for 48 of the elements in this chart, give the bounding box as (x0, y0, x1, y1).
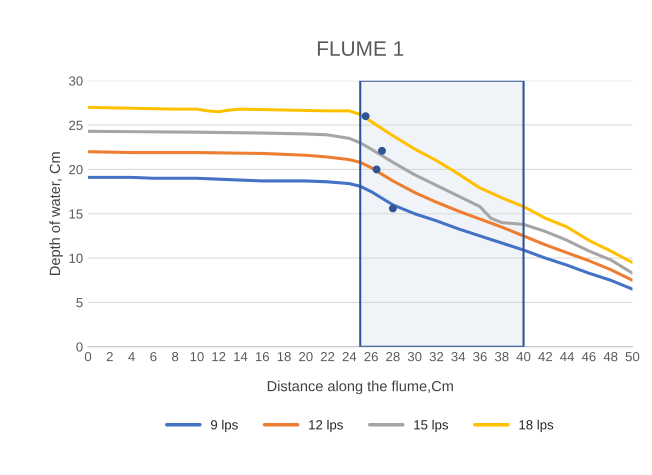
line-series (88, 150, 632, 282)
x-tick-label: 40 (516, 352, 530, 362)
x-tick-label: 36 (473, 352, 487, 362)
x-tick-label: 38 (494, 352, 509, 362)
x-tick-label: 22 (320, 352, 334, 362)
x-tick-label: 12 (212, 352, 226, 362)
x-tick-label: 6 (150, 352, 156, 362)
y-tick-label: 0 (76, 342, 83, 352)
legend-label: 12 lps (309, 420, 343, 432)
x-tick-label: 28 (386, 352, 400, 362)
x-axis-title: Distance along the flume,Cm (268, 380, 453, 394)
x-tick-label: 26 (364, 352, 378, 362)
point (362, 112, 370, 120)
point (388, 204, 397, 212)
x-tick-label: 24 (342, 352, 356, 362)
x-tick-label: 30 (408, 352, 422, 362)
x-tick-label: 10 (190, 352, 204, 362)
x-tick-label: 32 (430, 352, 444, 362)
x-tick-label: 44 (560, 352, 574, 362)
x-tick-label: 0 (84, 352, 92, 362)
y-tick-label: 10 (69, 254, 83, 263)
legend-label: 15 lps (414, 420, 448, 432)
x-tick-label: 20 (299, 352, 313, 362)
x-tick-label: 42 (538, 352, 552, 362)
x-tick-label: 18 (278, 352, 291, 362)
y-tick-label: 30 (68, 76, 83, 86)
y-tick-label: 25 (69, 120, 83, 130)
point (372, 165, 381, 174)
x-tick-label: 48 (604, 352, 618, 362)
x-tick-label: 34 (451, 352, 466, 362)
line-series (88, 176, 632, 291)
x-tick-label: 8 (172, 352, 178, 362)
y-tick-label: 15 (69, 209, 83, 219)
y-axis-title: Depth of water, Cm (49, 152, 63, 275)
legend-label: 18 lps (519, 420, 554, 432)
y-tick-label: 5 (76, 298, 83, 308)
y-tick-label: 20 (69, 164, 83, 174)
point (378, 146, 386, 155)
x-tick-label: 46 (582, 352, 596, 362)
x-tick-label: 2 (106, 352, 113, 362)
legend-label: 9 lps (210, 420, 238, 432)
chart-title: FLUME 1 (318, 41, 404, 56)
x-tick-label: 4 (128, 352, 135, 362)
x-tick-label: 16 (256, 352, 269, 362)
x-tick-label: 50 (626, 352, 640, 362)
x-tick-label: 14 (234, 352, 248, 362)
line-series (88, 106, 632, 264)
line-series (88, 130, 632, 275)
